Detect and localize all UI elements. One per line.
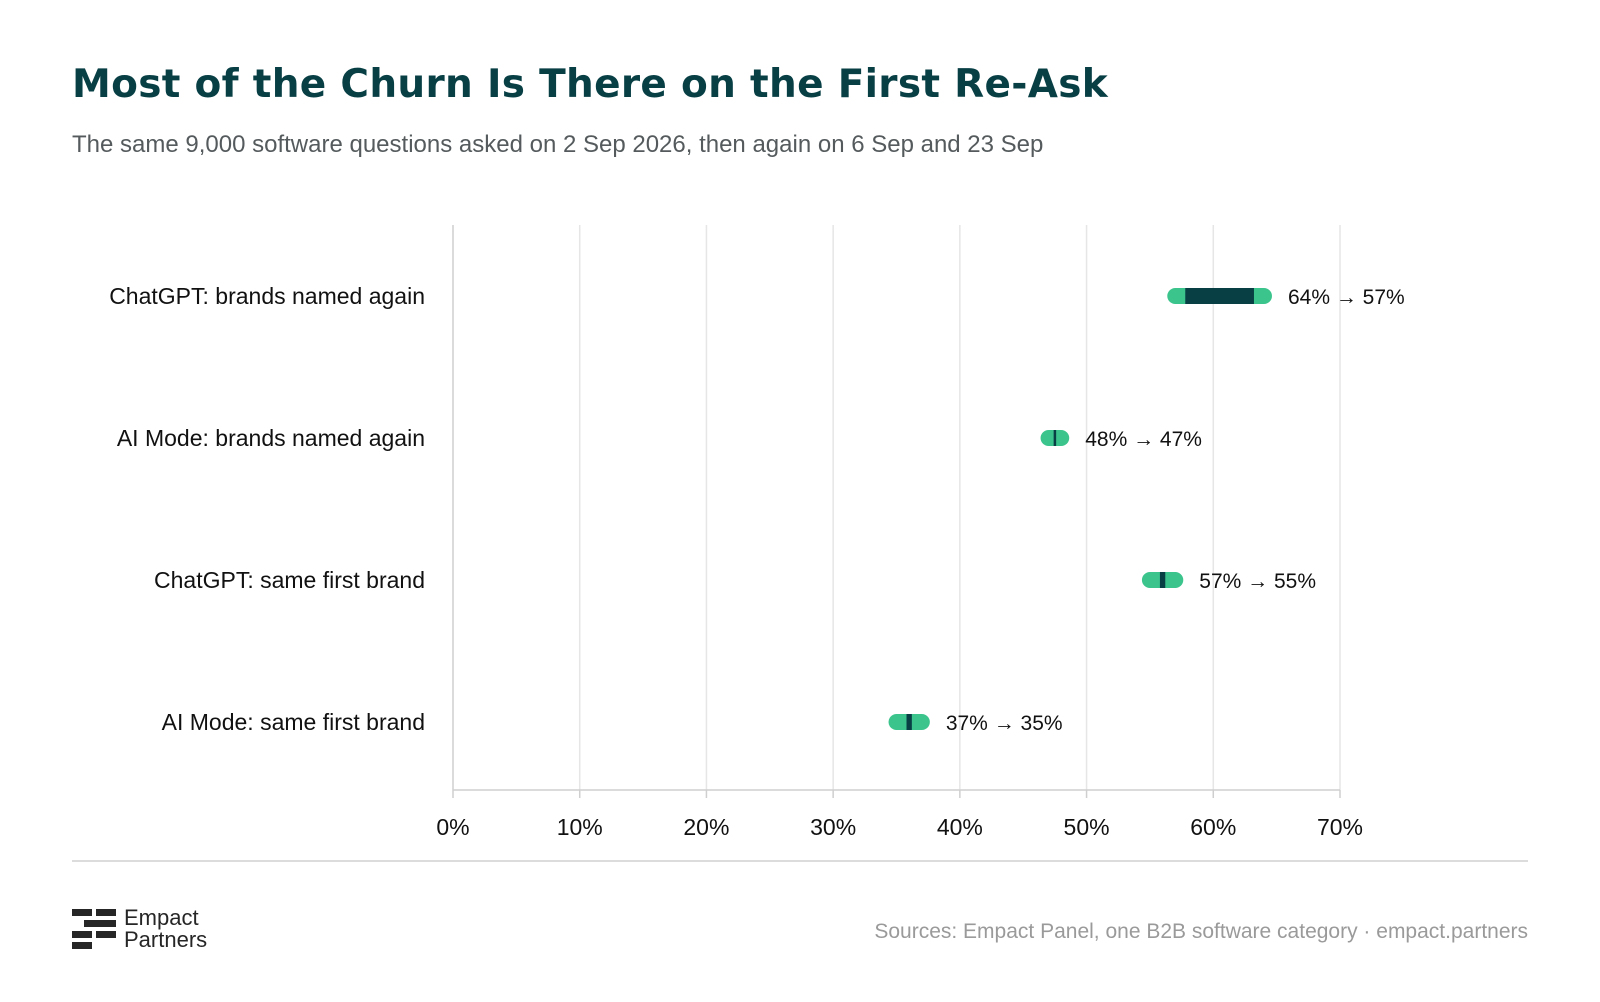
dumbbell-marks	[888, 288, 1272, 730]
x-tick-label: 10%	[557, 814, 603, 840]
x-tick-label: 30%	[810, 814, 856, 840]
value-label: 37% → 35%	[946, 712, 1063, 735]
logo-mark-icon	[72, 909, 116, 951]
x-tick-label: 50%	[1064, 814, 1110, 840]
empact-partners-logo: Empact Partners	[72, 907, 222, 957]
category-label: ChatGPT: brands named again	[109, 283, 425, 309]
chart-subtitle: The same 9,000 software questions asked …	[72, 131, 1044, 158]
logo-line-1: Empact	[124, 905, 199, 930]
source-note: Sources: Empact Panel, one B2B software …	[874, 920, 1528, 943]
dumbbell-chart: 0% 10% 20% 30% 40% 50% 60% 70% ChatGPT: brands n…	[109, 225, 1405, 840]
logo-line-2: Partners	[124, 927, 208, 952]
x-tick-label: 70%	[1317, 814, 1363, 840]
footer-divider	[72, 860, 1528, 862]
x-tick-label: 20%	[683, 814, 729, 840]
logo-wordmark: Empact Partners	[124, 907, 207, 951]
axes	[452, 225, 1341, 798]
x-tick-label: 40%	[937, 814, 983, 840]
gridlines	[578, 225, 1341, 790]
category-label: ChatGPT: same first brand	[154, 567, 425, 593]
value-label: 57% → 55%	[1199, 570, 1316, 593]
x-tick-label: 60%	[1190, 814, 1236, 840]
category-label: AI Mode: brands named again	[117, 425, 425, 451]
value-label: 64% → 57%	[1288, 286, 1405, 309]
chart-labels: 0% 10% 20% 30% 40% 50% 60% 70% ChatGPT: brands n…	[109, 283, 1405, 840]
category-label: AI Mode: same first brand	[162, 709, 425, 735]
x-tick-label: 0%	[436, 814, 469, 840]
chart-title: Most of the Churn Is There on the First …	[72, 62, 1108, 107]
value-label: 48% → 47%	[1085, 428, 1202, 451]
